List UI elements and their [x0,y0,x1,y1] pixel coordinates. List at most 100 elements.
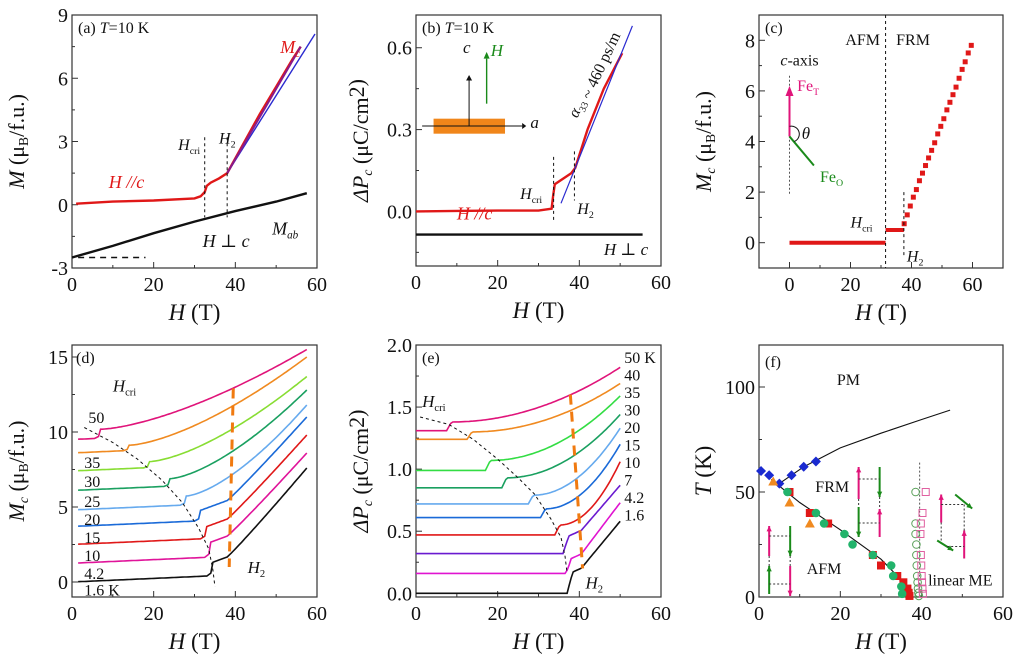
text-part: c [16,497,31,503]
text-part: ⊥ [616,240,641,259]
hcri-boundary [419,416,568,574]
text-part: (μ [4,472,29,497]
text-part: -axis [787,53,818,70]
series-line-50 [78,348,308,440]
data-point-open-square [916,530,925,538]
y-tick-label: 0 [58,572,68,594]
text-part: H [168,300,187,325]
data-point-square [899,578,908,587]
boundary-line-1 [770,478,910,598]
y-tick-label: 8 [745,30,755,52]
text-part: ΔP [348,506,373,533]
spin-down-arrow-head [856,531,862,537]
spin-up-arrow-head [961,530,967,536]
text-part: 2 [598,584,603,595]
text-part: H [168,629,187,654]
spin-down-arrow-head [877,491,883,497]
data-point [950,92,956,98]
label-h2: H2 [247,558,266,580]
text-part: ab [287,229,299,241]
text-part: H [177,137,191,154]
data-point [904,212,910,218]
data-point-open-square [918,578,927,587]
series-label: 1.6 [624,508,644,525]
x-axis-title: H (T) [168,629,221,654]
data-point-square [877,561,885,570]
series-label: 50 [88,410,104,427]
data-point-open-circle [914,588,923,598]
boundary-line-0 [778,409,951,485]
series-line-10 [78,434,308,545]
label-h-perp-c: H ⊥ c [603,240,649,259]
data-point-circle [897,582,906,591]
x-tick-label: 0 [67,274,77,296]
text-part: cri [434,403,445,414]
data-point-open-square [921,488,930,496]
y-tick-label: 0.0 [387,201,412,223]
y-tick-label: 50 [735,482,755,504]
x-tick-label: 0 [411,603,421,625]
x-tick-label: 60 [993,603,1013,625]
x-tick-label: 20 [841,274,861,296]
label-hcri: Hcri [850,215,873,235]
series-line-30 [78,375,308,472]
series-line-20 [416,427,621,505]
data-point-circle [840,529,849,539]
text-part: H [202,231,217,251]
region-label-afm: AFM [845,32,880,49]
y-tick-label: 2 [745,182,755,204]
data-point-open-circle [912,561,922,570]
series-line-4.2 [416,502,621,575]
data-point [968,42,974,48]
series-line-1.6 [416,520,621,595]
x-tick-label: 20 [488,603,508,625]
text-part: (b) [422,20,445,37]
x-tick-label: 20 [488,272,508,294]
series-line-1 [226,33,316,174]
data-point-open-circle [911,519,920,528]
y-tick-label: 10 [48,422,68,444]
data-point-square [903,584,912,593]
y-tick-label: 2.0 [387,335,412,357]
data-point [959,66,965,72]
text-part: (T) [872,629,907,654]
data-point-circle [811,508,821,518]
region-label-frm: FRM [815,479,849,496]
x-tick-label: 40 [912,603,932,625]
x-tick-label: 60 [651,603,671,625]
series-line-40 [416,382,621,441]
text-part: T [813,87,819,98]
data-point [956,75,962,81]
x-tick-label: 40 [225,274,245,296]
text-part: 2 [231,140,236,151]
series-label: 25 [84,494,100,511]
series-line-2 [71,192,308,259]
panel-label: (e) [422,350,440,367]
text-part: (T) [185,300,220,325]
text-part: c [360,170,375,176]
series-line-15 [78,416,308,527]
series-line-mc-fit-overlay [226,46,302,174]
panel-e: 0 20 40 600.00.51.01.52.0H (T)(e) 50 K403530… [387,335,671,654]
spin-canted-arrow-head [947,545,954,551]
text-part: c [641,240,649,259]
x-tick-label: 60 [307,274,327,296]
region-label-linear-me: linear ME [928,572,992,589]
data-point [913,187,919,193]
text-part: c [295,48,300,60]
text-part: c [242,231,250,251]
text-part: (K) [691,446,716,484]
label-mc: Mc [279,37,300,60]
label-h-perp-c: H ⊥ c [202,231,250,251]
inset-c-arrowhead [466,75,473,81]
series-line-30 [416,413,621,489]
spin-up-arrow-head [766,526,772,532]
series-label: 35 [624,385,640,402]
data-point-triangle [804,518,815,528]
hcri-boundary [84,427,216,587]
series-label: 15 [624,438,640,455]
x-axis-title: H (T) [168,300,221,325]
text-part: (μC/cm [348,428,373,500]
x-tick-label: 60 [307,603,327,625]
